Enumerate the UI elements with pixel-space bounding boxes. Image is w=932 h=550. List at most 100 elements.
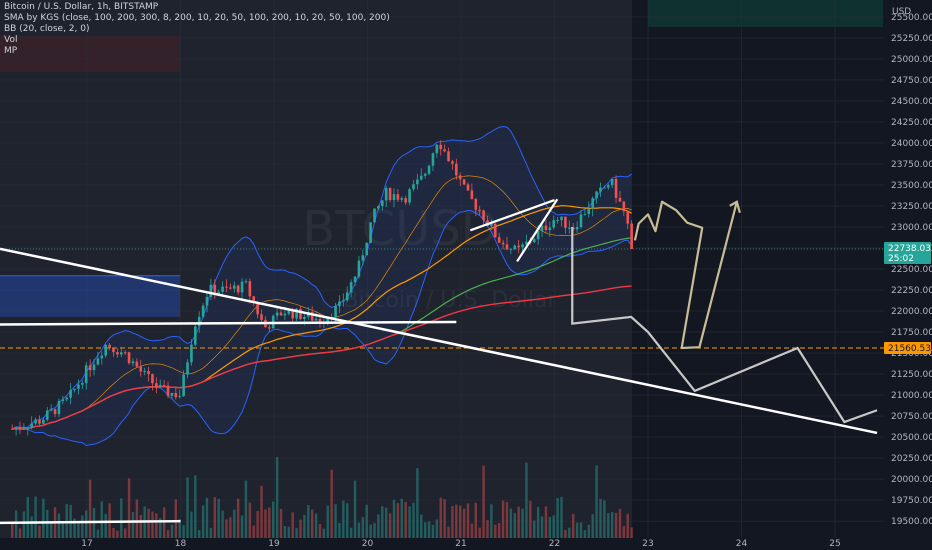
volume-bar	[575, 522, 579, 538]
volume-bar	[349, 527, 353, 538]
volume-bar	[279, 508, 283, 538]
volume-bar	[229, 517, 232, 538]
volume-bar	[46, 509, 49, 538]
legend-mp[interactable]: MP	[4, 46, 18, 56]
volume-bar	[462, 508, 466, 538]
volume-bar	[552, 515, 555, 538]
candle-body	[443, 149, 446, 152]
candle-body	[439, 144, 443, 150]
projection-arrowhead	[729, 200, 741, 214]
candle-body	[552, 220, 556, 228]
level-tag-bg	[884, 341, 931, 354]
candle-body	[400, 198, 404, 200]
candle-body	[151, 374, 154, 384]
candle-body	[34, 419, 37, 424]
candle-body	[291, 309, 294, 319]
candle-body	[100, 355, 104, 359]
candle-body	[455, 163, 458, 176]
y-tick-label: 23000.00	[891, 223, 932, 233]
y-tick-label: 23500.00	[891, 181, 932, 191]
volume-bar	[408, 506, 411, 538]
legend-vol[interactable]: Vol	[4, 35, 18, 45]
y-tick-label: 21750.00	[891, 328, 932, 338]
volume-bar	[610, 512, 614, 538]
candle-body	[404, 198, 407, 203]
legend-title: Bitcoin / U.S. Dollar, 1h, BITSTAMP	[4, 2, 159, 12]
candle-body	[73, 388, 76, 391]
volume-bar	[486, 520, 489, 538]
volume-bar	[205, 497, 209, 538]
candle-body	[182, 374, 185, 397]
volume-bar	[346, 503, 349, 538]
volume-bar	[357, 522, 361, 538]
volume-bar	[455, 504, 458, 538]
y-tick-label: 20750.00	[891, 412, 932, 422]
volume-bar	[275, 457, 279, 538]
candle-body	[244, 281, 248, 283]
candle-body	[143, 370, 146, 372]
candle-body	[166, 385, 170, 396]
volume-bar	[151, 511, 154, 538]
y-tick-label: 24000.00	[891, 139, 932, 149]
candle-body	[349, 282, 353, 293]
candle-body	[564, 216, 567, 228]
candle-body	[540, 225, 544, 231]
volume-bar	[322, 528, 326, 538]
volume-bar	[466, 503, 470, 538]
candle-body	[497, 237, 501, 243]
candle-body	[217, 291, 220, 295]
candle-body	[236, 285, 240, 293]
candle-body	[248, 281, 252, 297]
volume-bar	[420, 514, 423, 538]
candle-body	[575, 227, 579, 230]
candle-body	[209, 284, 213, 297]
candle-body	[482, 210, 485, 221]
candle-body	[458, 175, 462, 180]
volume-bar	[607, 513, 610, 538]
candle-body	[478, 209, 481, 211]
y-tick-label: 23250.00	[891, 202, 932, 212]
legend-sma[interactable]: SMA by KGS (close, 100, 200, 300, 8, 200…	[4, 13, 390, 23]
volume-bar	[326, 505, 329, 538]
candle-body	[123, 352, 127, 354]
volume-bar	[564, 530, 567, 538]
volume-bar	[377, 514, 380, 538]
volume-bar	[182, 525, 185, 538]
volume-bar	[77, 521, 80, 538]
volume-bar	[423, 522, 427, 538]
candle-body	[591, 198, 594, 209]
candle-body	[614, 178, 618, 198]
volume-bar	[14, 510, 18, 538]
candle-body	[377, 206, 380, 209]
candle-body	[536, 230, 540, 240]
flag-upper-line	[469, 199, 555, 232]
volume-bar	[544, 506, 548, 538]
candle-body	[256, 302, 259, 315]
volume-bar	[26, 497, 29, 538]
candle-body	[221, 286, 224, 292]
candle-body	[490, 223, 493, 226]
candle-body	[303, 316, 306, 320]
candle-body	[201, 305, 205, 317]
volume-bar	[451, 506, 454, 538]
bb-upper	[11, 126, 632, 430]
volume-bar	[248, 502, 252, 538]
volume-bar	[614, 512, 618, 538]
legend-bb[interactable]: BB (20, close, 2, 0)	[4, 24, 90, 34]
candle-body	[509, 248, 513, 250]
volume-bar	[618, 509, 622, 538]
base-line	[0, 519, 181, 525]
volume-bar	[295, 528, 298, 538]
candle-body	[81, 383, 84, 385]
volume-bar	[104, 513, 107, 538]
last-price-tag-bg	[884, 241, 931, 264]
candle-body	[373, 208, 376, 223]
volume-bar	[18, 528, 22, 538]
x-tick-label: 21	[455, 539, 466, 549]
candle-body	[361, 255, 365, 261]
candle-body	[112, 348, 115, 353]
volume-bar	[556, 497, 559, 538]
volume-bar	[42, 498, 45, 538]
